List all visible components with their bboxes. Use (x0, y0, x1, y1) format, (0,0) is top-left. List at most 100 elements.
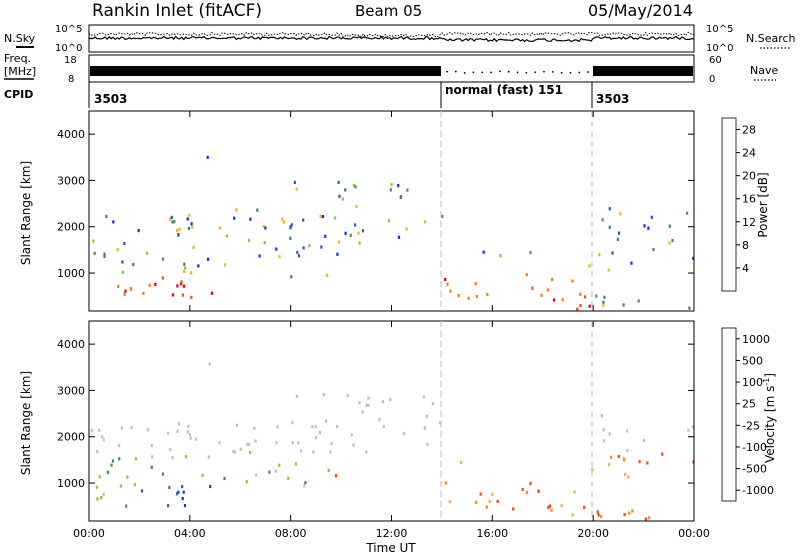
data-cell (111, 459, 115, 463)
nave-dot (551, 70, 554, 73)
data-cell (488, 499, 491, 503)
data-cell (341, 197, 344, 201)
data-cell (290, 223, 293, 227)
freq-label-line2: [MHz] (4, 65, 36, 78)
data-cell (474, 500, 478, 504)
data-cell (133, 483, 136, 487)
data-cell (258, 254, 261, 258)
data-cell (648, 516, 651, 520)
data-cell (290, 275, 293, 279)
data-cell (177, 233, 180, 237)
data-cell (132, 262, 135, 267)
data-cell (117, 284, 120, 289)
data-cell (357, 231, 360, 235)
data-cell (441, 214, 444, 218)
data-cell (365, 450, 368, 454)
colorbar-frame (721, 327, 737, 502)
nave-dot (499, 70, 501, 73)
colorbar-tick-label: -25 (742, 419, 760, 432)
nave-dot (516, 71, 519, 74)
colorbar-tick-label: 1000 (742, 333, 770, 346)
data-cell (367, 396, 370, 400)
data-cell (274, 469, 277, 473)
data-cell (354, 185, 357, 189)
data-cell (336, 425, 339, 429)
data-cell (297, 441, 300, 445)
data-cell (337, 180, 340, 184)
data-cell (116, 248, 119, 252)
data-cell (121, 270, 124, 274)
data-cell (650, 215, 653, 219)
data-cell (616, 237, 619, 241)
data-cell (180, 280, 183, 284)
data-cell (608, 432, 611, 436)
data-cell (628, 511, 631, 515)
data-cell (102, 492, 105, 496)
data-cell (499, 254, 502, 258)
nave-tick-high: 60 (709, 55, 722, 66)
data-cell (118, 443, 121, 447)
data-cell (191, 225, 194, 229)
colorbar-tick-label: 28 (742, 124, 756, 137)
data-cell (161, 276, 164, 280)
data-cell (312, 450, 315, 454)
data-cell (352, 183, 355, 188)
data-cell (540, 293, 543, 297)
data-cell (548, 504, 551, 508)
data-cell (397, 184, 400, 188)
freq-tick-low: 8 (68, 74, 74, 85)
data-cell (600, 414, 603, 418)
data-cell (602, 428, 605, 432)
data-cell (361, 229, 364, 233)
x-tick-label: 00:00 (73, 527, 105, 540)
data-cell (297, 254, 301, 258)
data-cell (154, 282, 157, 286)
y-tick-label: 4000 (57, 338, 85, 351)
data-cell (294, 462, 297, 466)
data-cell (425, 414, 429, 418)
data-cell (602, 304, 605, 308)
data-cell (100, 496, 103, 500)
data-cell (630, 261, 633, 265)
data-cell (303, 484, 306, 488)
data-cell (322, 393, 326, 397)
velocity-y-axis: 1000 2000 3000 4000 (57, 338, 694, 490)
data-cell (617, 454, 620, 459)
data-cell (546, 288, 549, 292)
data-cell (637, 299, 640, 303)
velocity-colorbar-label: Velocity [m s-1] (762, 373, 777, 463)
data-cell (175, 492, 179, 496)
x-axis-label: Time UT (365, 541, 416, 554)
data-cell (187, 226, 190, 230)
data-cell (223, 263, 227, 267)
data-cell (235, 208, 238, 212)
data-cell (161, 472, 164, 476)
data-cell (169, 448, 172, 452)
power-ylabel: Slant Range [km] (19, 161, 33, 265)
data-cell (318, 430, 322, 434)
data-cell (688, 306, 691, 310)
data-cell (652, 247, 655, 252)
data-cell (579, 292, 582, 296)
data-cell (182, 284, 186, 288)
data-cell (457, 294, 460, 298)
cpid-label: CPID (4, 88, 33, 101)
noise-tick-high-right: 10^5 (706, 24, 733, 35)
data-cell (167, 431, 170, 435)
data-cell (326, 273, 329, 277)
colorbar-tick-label: -500 (742, 463, 767, 476)
data-cell (314, 425, 317, 429)
data-cell (355, 204, 358, 209)
data-cell (626, 449, 629, 453)
data-cell (573, 490, 576, 494)
data-cell (314, 436, 317, 440)
data-cell (183, 504, 187, 508)
x-tick-label: 20:00 (577, 527, 609, 540)
data-cell (691, 425, 694, 429)
colorbar-tick-label: 500 (742, 354, 763, 367)
nave-dot (543, 70, 545, 73)
data-cell (170, 215, 173, 219)
data-cell (423, 426, 427, 430)
data-cell (624, 472, 627, 477)
velocity-data-cells (90, 362, 695, 521)
